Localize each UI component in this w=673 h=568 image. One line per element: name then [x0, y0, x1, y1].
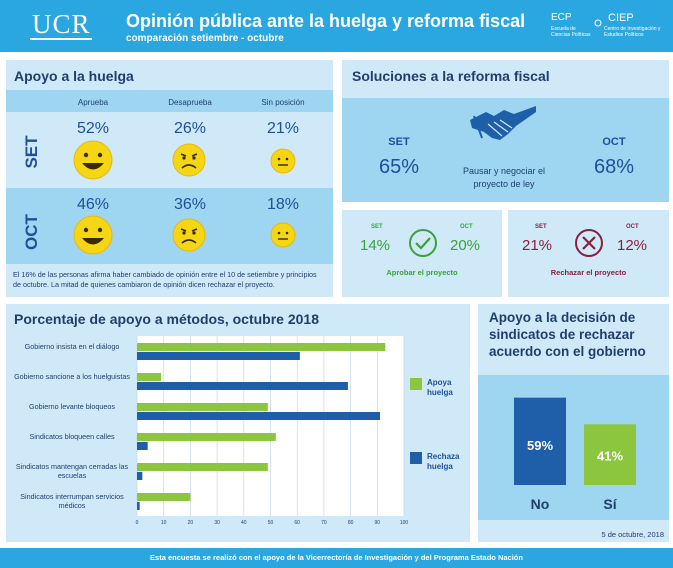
rechazar-oct-value: 12% [617, 237, 648, 254]
set-sin-posicion-value: 21% [266, 120, 300, 137]
aprobar-oct-value: 20% [450, 237, 481, 254]
x-tick-label: 10 [161, 520, 167, 526]
x-tick-label: 50 [268, 520, 274, 526]
legend-label-apoya: Apoya huelga [427, 378, 453, 397]
category-label: Gobierno insista en el diálogo [24, 342, 120, 351]
bar-apoya [137, 493, 191, 501]
decision-date: 5 de octubre, 2018 [601, 530, 664, 539]
oct-aprueba-value: 46% [76, 196, 110, 213]
set-aprueba-value: 52% [76, 120, 110, 137]
x-tick-label: 90 [375, 520, 381, 526]
ciep-logo: CIEP [608, 12, 634, 24]
x-tick-label: 20 [188, 520, 194, 526]
x-circle-icon [575, 229, 603, 257]
rechazar-set-value: 21% [522, 237, 553, 254]
x-tick-label: 100 [400, 520, 409, 526]
check-circle-icon [409, 229, 437, 257]
set-desaprueba-value: 26% [173, 120, 207, 137]
x-tick-label: 60 [294, 520, 300, 526]
col-desaprueba: Desaprueba [168, 98, 212, 107]
bar-apoya [137, 433, 276, 441]
footer: Esta encuesta se realizó con el apoyo de… [0, 548, 673, 568]
sol-set-label: SET [388, 136, 410, 148]
rechazar-set-label: SET [535, 224, 547, 230]
rechazar-panel [508, 210, 669, 297]
apoyo-col-header-band [6, 90, 333, 112]
decision-no-label: No [530, 496, 550, 512]
row-label-oct: OCT [22, 214, 41, 250]
legend-swatch-apoya [410, 378, 422, 390]
page-title: Opinión pública ante la huelga y reforma… [126, 11, 526, 31]
sol-set-value: 65% [378, 156, 420, 178]
decision-chart: 59% 41% [514, 397, 636, 485]
aprobar-set-label: SET [371, 224, 383, 230]
handshake-icon [470, 106, 536, 140]
angry-face-icon [172, 218, 206, 252]
col-sin-posicion: Sin posición [261, 98, 305, 107]
decision-bar-value: 59% [527, 438, 553, 453]
row-label-set: SET [22, 135, 41, 169]
category-label: Sindicatos mantengan cerradas las escuel… [15, 462, 129, 480]
apoyo-note: El 16% de las personas afirma haber camb… [13, 270, 317, 289]
bar-apoya [137, 343, 386, 351]
sol-oct-value: 68% [593, 156, 635, 178]
aprobar-set-value: 14% [360, 237, 391, 254]
legend-swatch-rechaza [410, 452, 422, 464]
aprobar-caption: Aprobar el proyecto [386, 268, 458, 277]
rechazar-caption: Rechazar el proyecto [550, 268, 627, 277]
category-label: Sindicatos bloqueen calles [29, 432, 115, 441]
aprobar-panel [342, 210, 502, 297]
ucr-logo-underline [30, 38, 92, 40]
decision-bar-no [514, 397, 566, 485]
header [0, 0, 673, 52]
ucr-logo: UCR [32, 9, 91, 39]
ciep-logo-icon [594, 14, 602, 27]
angry-face-icon [172, 143, 206, 177]
col-aprueba: Aprueba [77, 98, 109, 107]
apoyo-title: Apoyo a la huelga [14, 68, 134, 84]
metodos-title: Porcentaje de apoyo a métodos, octubre 2… [14, 311, 319, 327]
soluciones-title: Soluciones a la reforma fiscal [352, 68, 550, 84]
neutral-face-icon [270, 148, 296, 174]
category-label: Gobierno levante bloqueos [29, 402, 115, 411]
bar-rechaza [137, 442, 148, 450]
oct-desaprueba-value: 36% [173, 196, 207, 213]
decision-bar-value: 41% [597, 449, 623, 464]
decision-si-label: Sí [603, 496, 617, 512]
bar-apoya [137, 463, 268, 471]
legend-label-rechaza: Rechaza huelga [427, 452, 460, 471]
bar-apoya [137, 403, 268, 411]
sol-oct-label: OCT [602, 136, 626, 148]
page-subtitle: comparación setiembre - octubre [126, 33, 284, 44]
neutral-face-icon [270, 222, 296, 248]
decision-band [478, 375, 669, 520]
x-tick-label: 30 [214, 520, 220, 526]
bar-rechaza [137, 382, 348, 390]
rechazar-oct-label: OCT [626, 224, 639, 230]
bar-rechaza [137, 412, 380, 420]
happy-face-icon [73, 215, 113, 255]
x-tick-label: 70 [321, 520, 327, 526]
bar-rechaza [137, 352, 300, 360]
bar-apoya [137, 373, 162, 381]
metodos-chart: 0 10 20 30 40 50 60 70 80 90 100 [136, 336, 409, 526]
category-label: Sindicatos interrumpan servicios médicos [20, 492, 124, 510]
happy-face-icon [73, 140, 113, 180]
decision-bar-si [584, 424, 636, 485]
x-tick-label: 0 [136, 520, 139, 526]
bar-rechaza [137, 472, 143, 480]
decision-title: Apoyo a la decisión de sindicatos de rec… [489, 310, 646, 359]
sol-center-label: Pausar y negociar el proyecto de ley [462, 166, 546, 189]
ecp-logo-text: Escuela de Ciencias Políticas [551, 26, 591, 38]
oct-sin-posicion-value: 18% [266, 196, 300, 213]
category-label: Gobierno sancione a los huelguistas [14, 372, 130, 381]
x-tick-label: 40 [241, 520, 247, 526]
x-tick-label: 80 [348, 520, 354, 526]
bar-rechaza [137, 502, 140, 510]
ecp-logo: ECP [551, 12, 572, 23]
aprobar-oct-label: OCT [460, 224, 473, 230]
ciep-logo-text: Centro de Investigación y Estudios Polít… [604, 26, 661, 38]
